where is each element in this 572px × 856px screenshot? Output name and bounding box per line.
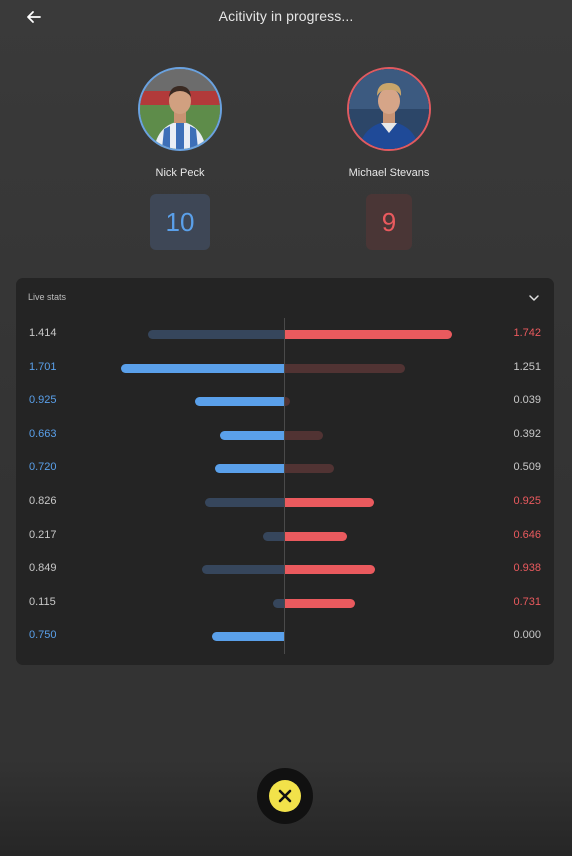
live-stats-panel: Live stats 1.414 1.742 1.701 1.251 0.925 0.03…	[16, 278, 554, 665]
player-photo	[140, 69, 220, 149]
stat-left-value: 0.849	[29, 562, 57, 574]
page-title: Acitivity in progress...	[218, 8, 354, 24]
stat-left-value: 0.217	[29, 529, 57, 541]
stat-bar-left	[212, 632, 284, 641]
player-name: Nick Peck	[155, 167, 205, 179]
stat-left-value: 1.414	[29, 327, 57, 339]
chevron-down-icon	[529, 295, 539, 301]
stat-row: 0.849 0.938	[16, 561, 554, 577]
stat-left-value: 0.720	[29, 461, 57, 473]
stat-bar-right	[285, 599, 355, 608]
stat-bar-left	[273, 599, 284, 608]
close-icon	[278, 789, 292, 803]
player-photo	[349, 69, 429, 149]
stat-bar-left	[148, 330, 284, 339]
stat-left-value: 0.826	[29, 495, 57, 507]
stat-right-value: 0.938	[513, 562, 541, 574]
stat-right-value: 1.251	[513, 361, 541, 373]
stat-row: 0.750 0.000	[16, 628, 554, 644]
player-name: Michael Stevans	[348, 167, 430, 179]
player-card-right: Michael Stevans 9	[299, 67, 479, 250]
stat-row: 0.115 0.731	[16, 595, 554, 611]
stat-bar-right	[285, 498, 374, 507]
stat-right-value: 0.646	[513, 529, 541, 541]
stat-bar-right	[285, 364, 405, 373]
stat-bar-right	[285, 397, 290, 406]
stat-row: 0.720 0.509	[16, 460, 554, 476]
stat-bar-right	[285, 431, 323, 440]
live-stats-title: Live stats	[28, 292, 67, 302]
stat-right-value: 0.509	[513, 461, 541, 473]
stat-right-value: 0.000	[513, 629, 541, 641]
stat-right-value: 0.392	[513, 428, 541, 440]
stat-row: 0.663 0.392	[16, 427, 554, 443]
avatar[interactable]	[138, 67, 222, 151]
back-button[interactable]	[26, 9, 42, 25]
stat-left-value: 0.925	[29, 394, 57, 406]
stat-row: 1.414 1.742	[16, 326, 554, 342]
stat-bar-left	[215, 464, 284, 473]
stat-left-value: 0.663	[29, 428, 57, 440]
stat-left-value: 0.750	[29, 629, 57, 641]
stat-right-value: 0.925	[513, 495, 541, 507]
stat-bar-left	[220, 431, 284, 440]
stat-bar-right	[285, 532, 347, 541]
stat-row: 0.826 0.925	[16, 494, 554, 510]
stat-bar-right	[285, 330, 452, 339]
player-score: 9	[366, 194, 412, 250]
stat-bar-left	[205, 498, 284, 507]
stat-row: 0.217 0.646	[16, 528, 554, 544]
center-divider	[284, 318, 285, 654]
stat-right-value: 0.731	[513, 596, 541, 608]
stat-row: 0.925 0.039	[16, 393, 554, 409]
avatar[interactable]	[347, 67, 431, 151]
stat-bar-left	[263, 532, 284, 541]
close-button-face	[269, 780, 301, 812]
stat-right-value: 1.742	[513, 327, 541, 339]
stat-bar-left	[195, 397, 284, 406]
close-button[interactable]	[257, 768, 313, 824]
player-card-left: Nick Peck 10	[90, 67, 270, 250]
stat-right-value: 0.039	[513, 394, 541, 406]
collapse-button[interactable]	[527, 291, 541, 305]
arrow-left-icon	[27, 11, 41, 23]
stat-bar-left	[121, 364, 284, 373]
stat-bar-right	[285, 565, 375, 574]
stat-left-value: 1.701	[29, 361, 57, 373]
stat-left-value: 0.115	[29, 596, 56, 608]
stat-bar-right	[285, 464, 334, 473]
player-score: 10	[150, 194, 210, 250]
stat-row: 1.701 1.251	[16, 360, 554, 376]
stat-bar-left	[202, 565, 284, 574]
